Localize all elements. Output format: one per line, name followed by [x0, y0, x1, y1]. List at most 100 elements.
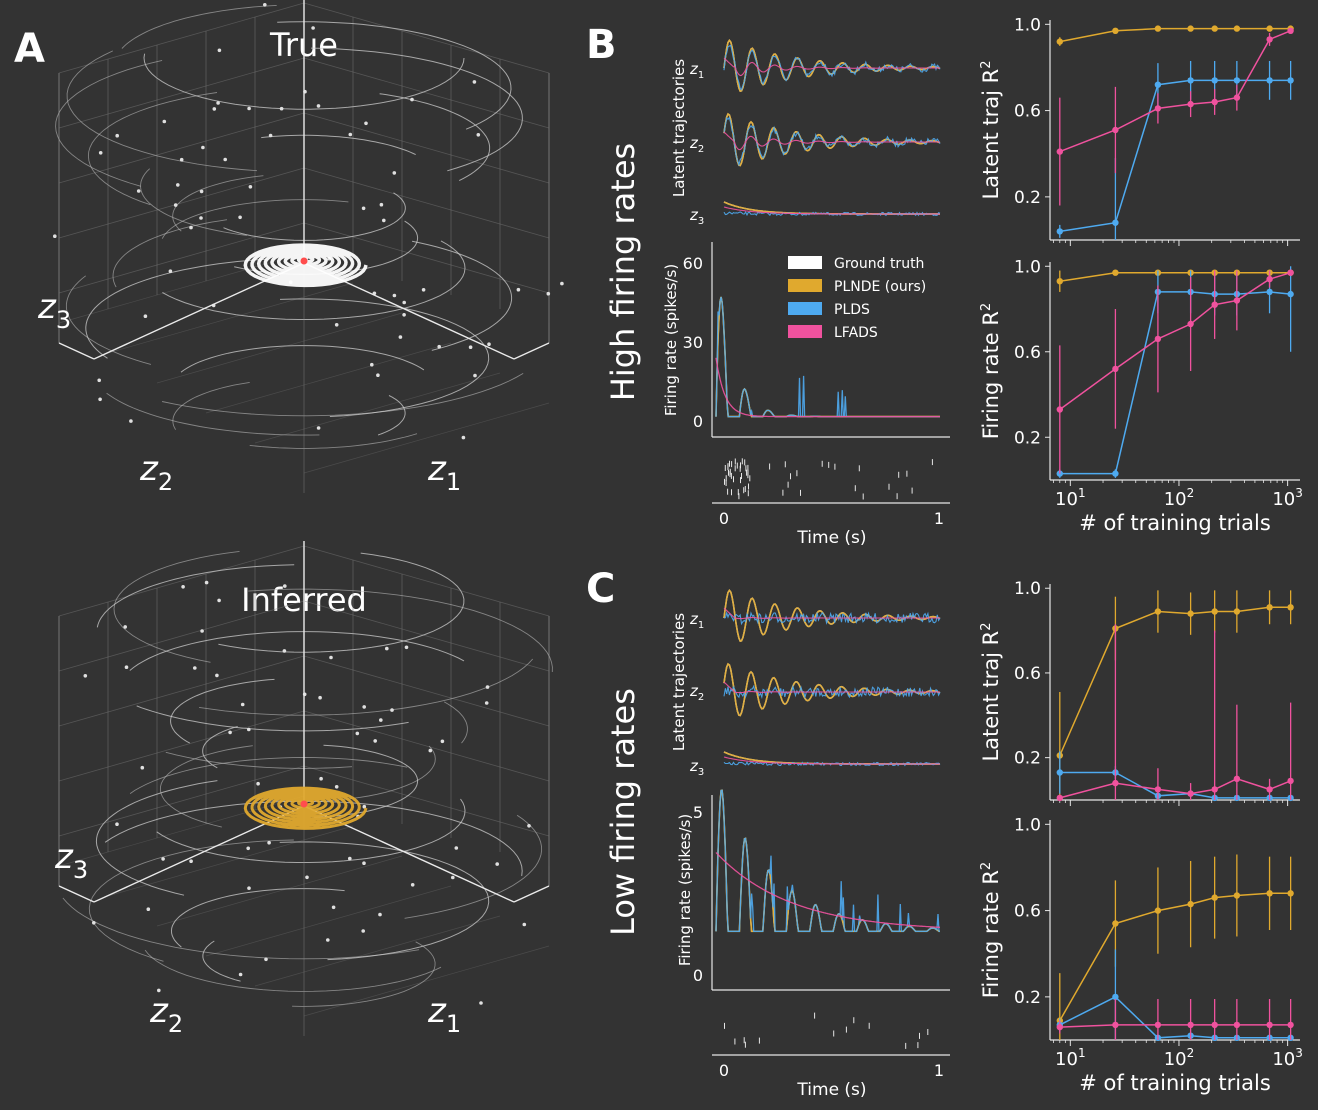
grid-line-h-right-4 — [303, 765, 550, 837]
streamline-12 — [202, 940, 241, 982]
streamline-2 — [136, 705, 409, 732]
data-point-5 — [1233, 94, 1241, 101]
data-point-1 — [1112, 1021, 1119, 1029]
legend-label-plnde: PLNDE (ours) — [834, 279, 926, 295]
streamline-8 — [95, 780, 218, 896]
field-arrow-dot-52 — [263, 3, 267, 7]
y-axis-label-sup: 2 — [979, 60, 994, 68]
axis-label-z1-top: z1 — [427, 449, 461, 496]
field-arrow-dot-20 — [484, 701, 489, 705]
data-point-3 — [1187, 1021, 1194, 1029]
latent-ylabel-c: Latent trajectories — [670, 613, 688, 751]
field-arrow-dot-26 — [451, 875, 455, 880]
data-point-6 — [1266, 288, 1273, 296]
data-point-7 — [1287, 27, 1294, 34]
field-arrow-dot-27 — [92, 921, 96, 925]
field-arrow-dot-37 — [189, 859, 193, 863]
rate-tick-5-c: 5 — [693, 803, 703, 822]
field-arrow-dot-42 — [495, 862, 500, 866]
x-tick-base: 10 — [1164, 489, 1187, 510]
streamline-outer-10 — [106, 392, 320, 436]
streamline-outer-11 — [144, 949, 442, 992]
field-arrow-dot-12 — [217, 598, 221, 603]
series-line — [1059, 79, 1291, 233]
x-tick-base: 10 — [1055, 1049, 1078, 1070]
streamline-11 — [180, 345, 425, 373]
data-point-6 — [1266, 890, 1273, 897]
x-tick-base: 10 — [1272, 1049, 1295, 1070]
field-arrow-dot-45 — [428, 748, 433, 753]
streamline-1 — [96, 564, 295, 628]
field-arrow-dot-50 — [326, 938, 330, 942]
z1-axis-tail — [513, 342, 550, 360]
floor-grid-a-3 — [205, 342, 452, 414]
field-arrow-dot-23 — [318, 695, 322, 700]
field-arrow-dot-18 — [115, 822, 119, 826]
streamline-outer-12 — [292, 941, 436, 1007]
streamline-outer-3 — [87, 92, 218, 206]
field-arrow-dot-39 — [157, 988, 161, 993]
y-tick-label-2: 1.0 — [1014, 15, 1041, 35]
field-arrow-dot-31 — [468, 345, 473, 350]
spike-raster-b — [724, 458, 933, 500]
field-arrow-dot-32 — [316, 104, 321, 108]
series-lfads — [1056, 999, 1294, 1040]
field-arrow-dot-44 — [200, 629, 204, 633]
data-point-3 — [1187, 25, 1194, 32]
field-arrow-dot-3 — [362, 804, 367, 809]
data-point-0 — [1056, 406, 1064, 413]
y-axis-label: Latent traj R2 — [979, 60, 1003, 199]
latent-row-label-z1-c: z1 — [689, 610, 704, 631]
field-arrow-dot-19 — [98, 151, 103, 155]
latent-row-label-z3-b: z3 — [689, 206, 704, 227]
field-arrow-dot-48 — [362, 861, 366, 865]
grid-line-h-right-0 — [303, 545, 550, 617]
y-tick-label-1: 0.6 — [1014, 902, 1041, 922]
data-point-1 — [1112, 470, 1119, 477]
streamline-5 — [202, 726, 238, 769]
latent-ylabel-b: Latent trajectories — [670, 59, 688, 197]
legend-label-lfads: LFADS — [834, 325, 878, 341]
series-line — [1059, 606, 1291, 756]
field-arrow-dot-45 — [162, 119, 167, 124]
data-point-2 — [1154, 81, 1162, 88]
field-arrow-dot-25 — [247, 106, 251, 111]
field-arrow-dot-41 — [97, 378, 101, 383]
latent-z2-plds — [723, 116, 941, 167]
grid-line-h-left-3 — [58, 167, 305, 239]
field-arrow-dot-53 — [364, 121, 368, 126]
y-axis-label-sup: 2 — [979, 303, 994, 311]
field-arrow-dot-9 — [204, 580, 209, 585]
field-arrow-dot-34 — [316, 426, 321, 430]
field-arrow-dot-6 — [240, 702, 245, 707]
field-arrow-dot-37 — [199, 189, 204, 194]
rate-tick-0-c: 0 — [693, 966, 703, 985]
phase-portrait-inferred — [58, 541, 553, 1036]
time-xlabel-b: Time (s) — [796, 528, 866, 548]
field-arrow-dot-49 — [238, 972, 243, 977]
field-arrow-dot-0 — [176, 183, 180, 187]
series-line — [1059, 30, 1291, 153]
grid-line-h-left-0 — [58, 2, 305, 74]
rate-trace-lfads — [715, 357, 940, 418]
phase-top-axis-labels: z3 z2 z1 — [37, 287, 461, 496]
field-arrow-dot-28 — [267, 840, 271, 845]
streamline-outer-8 — [404, 814, 543, 919]
z2-axis-tail — [58, 342, 95, 360]
field-arrow-dot-30 — [370, 362, 374, 367]
traces-c: Latent trajectories z1 z2 z3 Firing rate… — [670, 589, 950, 1100]
data-point-5 — [1233, 775, 1241, 782]
streamline-7 — [162, 240, 466, 320]
data-point-7 — [1287, 269, 1294, 276]
field-arrow-dot-50 — [473, 373, 477, 378]
time-tick-1-c: 1 — [934, 1061, 944, 1080]
data-point-3 — [1187, 610, 1194, 617]
data-point-6 — [1266, 36, 1273, 43]
x-tick-base: 10 — [1055, 489, 1078, 510]
rate-trace-lfads — [715, 852, 940, 928]
grid-line-h-right-2 — [303, 655, 550, 727]
floor-grid-a-4 — [254, 372, 501, 444]
field-arrow-dot-26 — [348, 132, 353, 137]
x-tick-exp: 1 — [1078, 1046, 1086, 1060]
field-arrow-dot-56 — [361, 206, 366, 211]
